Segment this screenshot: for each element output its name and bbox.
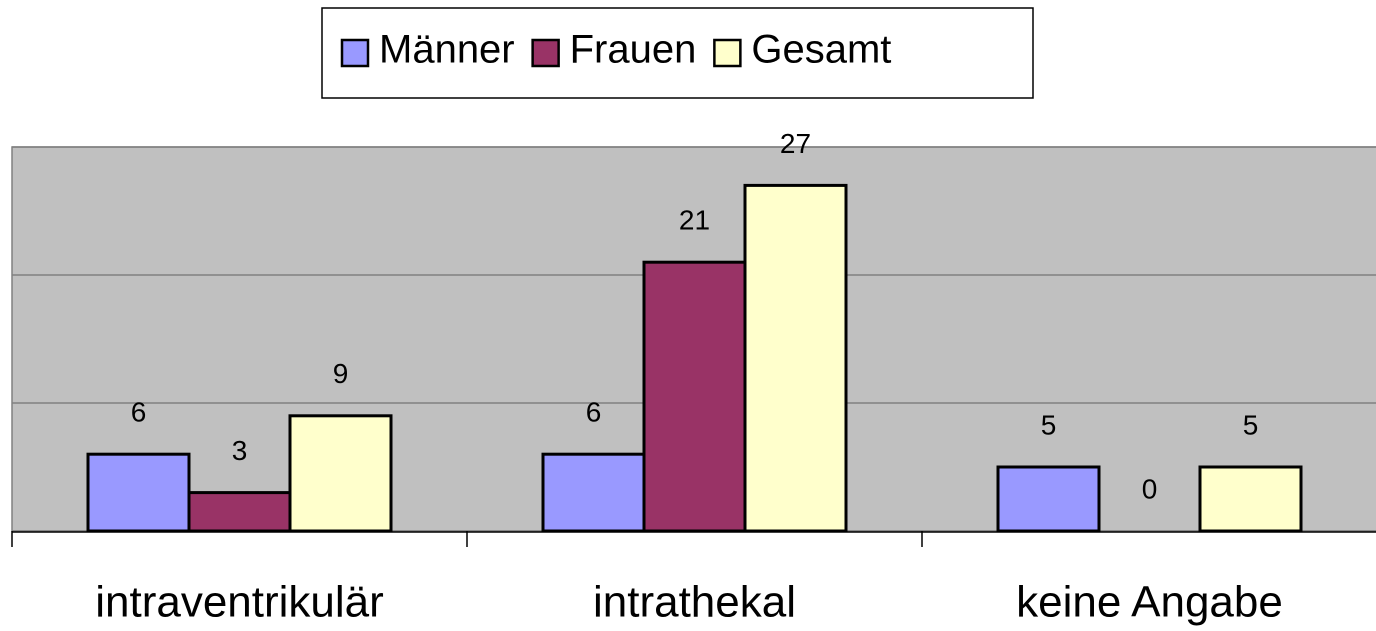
legend-swatch <box>531 38 560 68</box>
data-label: 27 <box>780 128 811 159</box>
legend-swatch <box>340 38 370 68</box>
legend-label: Gesamt <box>751 28 891 72</box>
bar <box>541 452 646 533</box>
legend-label: Männer <box>379 28 515 72</box>
bar <box>1198 465 1303 533</box>
data-label: 3 <box>232 435 248 466</box>
x-tick-label: keine Angabe <box>1016 578 1283 627</box>
data-label: 9 <box>333 358 349 389</box>
bar <box>642 260 747 533</box>
legend-box <box>321 7 1034 99</box>
bar <box>996 465 1101 533</box>
data-label: 0 <box>1142 473 1158 504</box>
data-label: 6 <box>131 397 147 428</box>
legend-label: Frauen <box>570 28 697 72</box>
data-label: 5 <box>1243 409 1259 440</box>
data-label: 5 <box>1041 409 1057 440</box>
data-label: 21 <box>679 205 710 236</box>
bar <box>187 491 292 533</box>
x-tick-label: intraventrikulär <box>95 578 384 627</box>
x-tick-label: intrathekal <box>593 578 796 627</box>
bar <box>86 452 191 533</box>
legend-swatch <box>713 38 742 68</box>
bar <box>743 183 848 533</box>
data-label: 6 <box>586 397 602 428</box>
bar <box>288 414 393 533</box>
